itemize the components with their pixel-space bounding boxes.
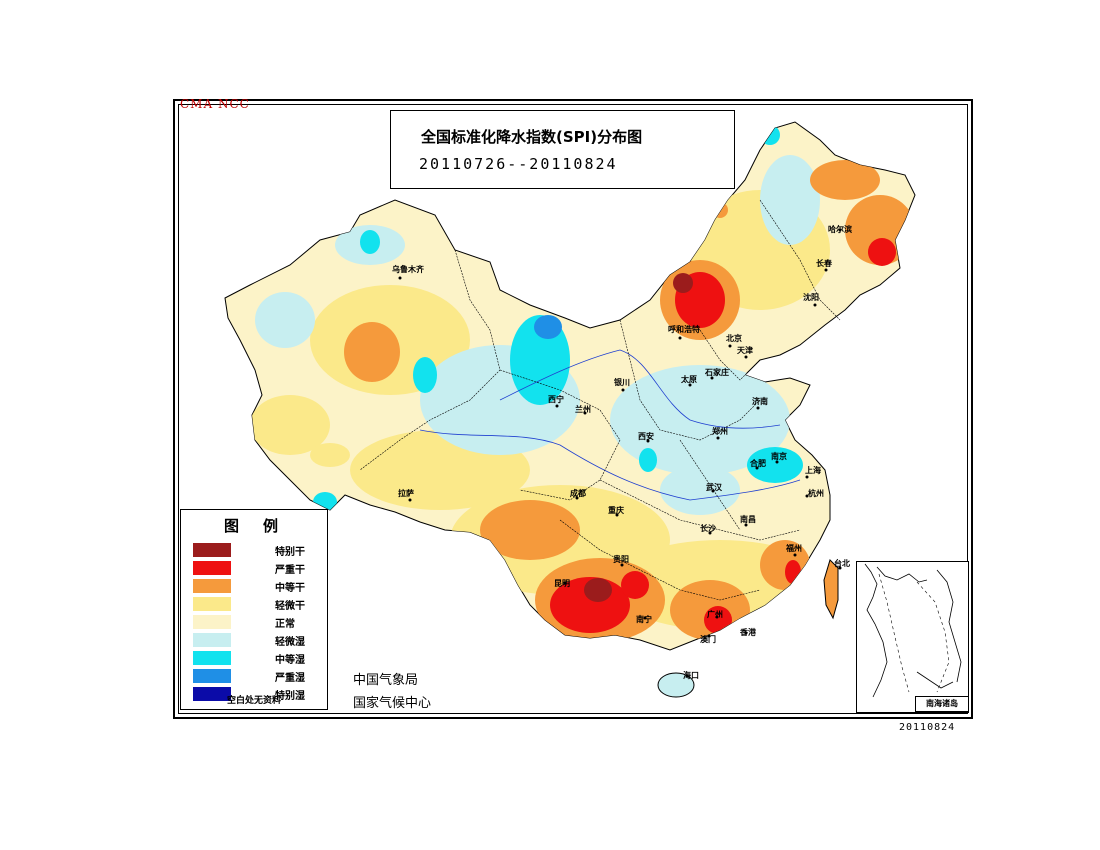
map-period: 20110726--20110824 (419, 155, 618, 173)
hainan-island (657, 672, 695, 698)
legend-label: 正常 (275, 619, 295, 630)
title-box: 全国标准化降水指数(SPI)分布图 20110726--20110824 (390, 110, 735, 189)
city-label: 武汉 (706, 482, 723, 492)
city-label: 北京 (726, 333, 742, 343)
legend-swatch (193, 687, 231, 701)
date-stamp: 20110824 (899, 722, 956, 733)
city-label: 哈尔滨 (828, 224, 852, 234)
legend: 图例 特别干 严重干 中等干 轻微干 正常 轻微湿 中等湿 严重湿 特别湿 空白… (180, 509, 328, 710)
south-china-sea-inset: 南海诸岛 (856, 561, 969, 713)
city-label: 太原 (680, 374, 697, 384)
city-label: 兰州 (575, 404, 591, 414)
map-frame (173, 99, 973, 719)
legend-swatch (193, 669, 231, 683)
legend-label: 中等湿 (275, 655, 305, 666)
legend-item: 正常 (193, 615, 318, 630)
city-label: 郑州 (712, 426, 728, 436)
city-label: 济南 (752, 396, 768, 406)
city-label: 台北 (834, 558, 850, 568)
legend-item: 严重干 (193, 561, 318, 576)
river-yellow (499, 349, 781, 429)
legend-swatch (193, 543, 231, 557)
province-borders (359, 199, 841, 601)
legend-item: 中等湿 (193, 651, 318, 666)
city-label: 石家庄 (704, 367, 729, 377)
legend-item: 轻微干 (193, 597, 318, 612)
legend-item: 中等干 (193, 579, 318, 594)
city-label: 香港 (739, 627, 757, 637)
legend-swatch (193, 633, 231, 647)
legend-title: 图例 (223, 517, 302, 535)
legend-item: 严重湿 (193, 669, 318, 684)
city-label: 昆明 (554, 578, 570, 588)
city-label: 长春 (816, 258, 832, 268)
city-label: 成都 (570, 488, 586, 498)
city-label: 乌鲁木齐 (392, 264, 425, 274)
legend-item: 轻微湿 (193, 633, 318, 648)
city-label: 西宁 (548, 394, 564, 404)
city-label: 银川 (613, 377, 630, 387)
legend-label: 特别湿 (275, 691, 305, 702)
legend-swatch (193, 597, 231, 611)
watermark: CMA NCC (180, 97, 250, 111)
city-label: 南昌 (740, 514, 756, 524)
agency-line-1: 中国气象局 (353, 673, 419, 688)
city-label: 拉萨 (398, 488, 414, 498)
spi-contour-fills (250, 125, 915, 642)
river-yangtze (419, 429, 801, 501)
city-label: 福州 (785, 543, 802, 553)
legend-note: 空白处无资料 (226, 696, 281, 706)
taiwan-island (823, 559, 839, 620)
city-label: 海口 (683, 670, 699, 680)
legend-swatch (193, 615, 231, 629)
legend-swatch (193, 561, 231, 575)
map-title: 全国标准化降水指数(SPI)分布图 (421, 128, 643, 146)
legend-item: 特别湿 (193, 687, 318, 702)
city-label: 澳门 (700, 634, 716, 644)
city-label: 南京 (771, 451, 787, 461)
legend-swatch (193, 579, 231, 593)
legend-label: 特别干 (275, 547, 305, 558)
legend-label: 轻微湿 (275, 637, 305, 648)
inset-map (864, 563, 962, 698)
legend-label: 严重干 (275, 565, 305, 576)
legend-item: 特别干 (193, 543, 318, 558)
city-label: 贵阳 (613, 554, 629, 564)
city-label: 天津 (737, 345, 753, 355)
legend-label: 中等干 (275, 583, 305, 594)
city-label: 上海 (805, 465, 821, 475)
legend-label: 严重湿 (275, 673, 305, 684)
city-label: 呼和浩特 (668, 324, 700, 334)
legend-swatch (193, 651, 231, 665)
map-inner-frame (178, 104, 968, 714)
city-label: 杭州 (808, 488, 824, 498)
city-markers (398, 228, 842, 678)
legend-label: 轻微干 (275, 601, 305, 612)
city-label: 合肥 (749, 458, 766, 468)
city-label: 西安 (638, 431, 654, 441)
city-label: 重庆 (608, 505, 624, 515)
city-label: 广州 (707, 609, 723, 619)
inset-label: 南海诸岛 (915, 696, 969, 712)
city-label: 南宁 (636, 614, 652, 624)
city-labels: 乌鲁木齐 哈尔滨 长春 沈阳 呼和浩特 北京 天津 石家庄 太原 银川 济南 西… (392, 224, 852, 680)
city-label: 长沙 (700, 523, 716, 533)
city-label: 沈阳 (803, 292, 819, 302)
agency-line-2: 国家气候中心 (353, 696, 432, 711)
